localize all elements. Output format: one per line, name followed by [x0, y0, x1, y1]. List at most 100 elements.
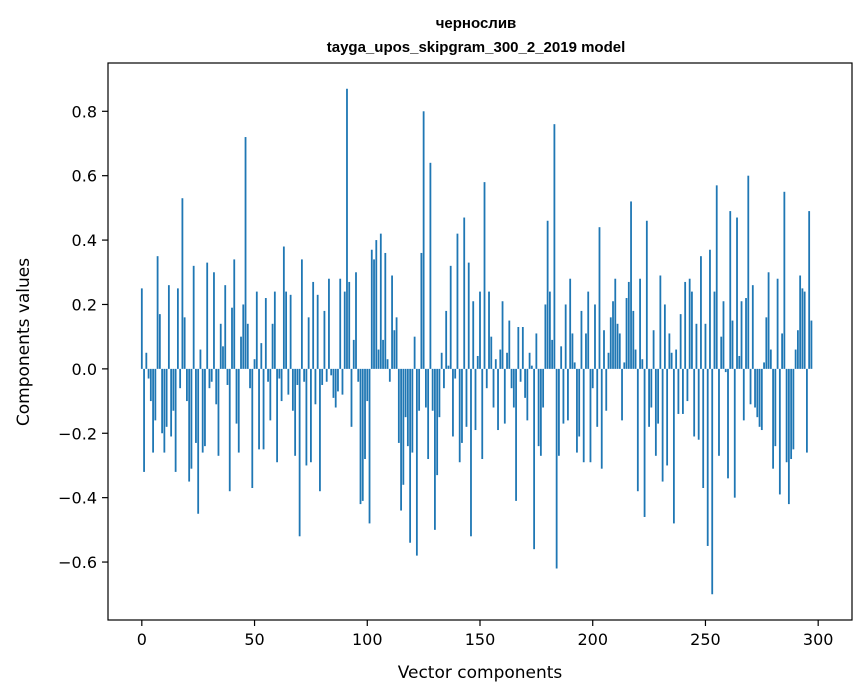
- bar: [422, 111, 425, 369]
- bar: [758, 368, 761, 427]
- bar: [379, 233, 382, 369]
- y-axis-label: Components values: [14, 258, 34, 426]
- x-tick-label: 0: [137, 630, 147, 649]
- bar: [406, 368, 409, 447]
- bar: [652, 330, 655, 369]
- bar: [749, 368, 752, 405]
- bar: [553, 124, 556, 369]
- bar: [294, 368, 297, 456]
- y-tick-label: 0.0: [72, 360, 97, 379]
- bar: [555, 368, 558, 569]
- bar: [287, 368, 290, 395]
- bar: [285, 291, 288, 369]
- bar: [792, 368, 795, 450]
- bar: [183, 317, 186, 369]
- bar: [456, 233, 459, 369]
- bar: [391, 275, 393, 369]
- bar: [691, 291, 693, 369]
- bar: [219, 323, 222, 369]
- bar: [303, 368, 306, 382]
- bar: [603, 330, 605, 369]
- bar: [738, 355, 741, 369]
- bar: [587, 291, 590, 369]
- bar: [515, 368, 517, 501]
- bar: [621, 368, 623, 421]
- bar: [528, 352, 531, 369]
- x-tick-label: 150: [465, 630, 496, 649]
- x-tick-label: 100: [352, 630, 383, 649]
- bar: [244, 137, 247, 369]
- bar: [188, 368, 191, 482]
- bar: [688, 278, 691, 369]
- bar: [217, 368, 220, 456]
- bar: [143, 368, 145, 472]
- bar: [325, 368, 328, 382]
- bar: [810, 320, 813, 369]
- bar: [799, 275, 802, 369]
- bar: [145, 352, 148, 369]
- bar: [657, 368, 660, 424]
- bar: [596, 368, 599, 427]
- bar: [731, 320, 734, 369]
- bar: [172, 368, 175, 411]
- bar: [366, 368, 369, 402]
- bar: [794, 349, 797, 369]
- bar: [533, 368, 536, 550]
- bar: [355, 272, 357, 369]
- bar: [600, 368, 603, 469]
- bar: [659, 275, 662, 369]
- bar: [614, 278, 617, 369]
- bar: [375, 240, 378, 369]
- bar: [548, 291, 551, 369]
- bar: [733, 368, 736, 498]
- bar: [337, 368, 339, 392]
- bar: [578, 368, 581, 437]
- bar: [364, 368, 366, 460]
- bar: [289, 294, 292, 369]
- bar: [679, 314, 682, 369]
- bar: [639, 278, 641, 369]
- bar: [783, 191, 786, 369]
- bar: [154, 368, 157, 421]
- bar: [361, 368, 364, 501]
- bar: [672, 368, 675, 524]
- bar: [158, 314, 161, 369]
- bar: [346, 88, 348, 369]
- bar: [291, 368, 294, 411]
- bar: [742, 368, 745, 421]
- bar: [470, 368, 472, 537]
- bar: [149, 368, 152, 402]
- bar: [476, 355, 479, 369]
- bar: [296, 368, 299, 385]
- bar: [262, 368, 265, 450]
- bar: [695, 323, 698, 369]
- bar: [675, 349, 678, 369]
- bar: [609, 317, 612, 369]
- bar: [508, 320, 511, 369]
- bar: [255, 291, 258, 369]
- bar: [778, 368, 781, 495]
- bar: [332, 368, 335, 398]
- bar: [267, 368, 269, 382]
- bar: [424, 368, 427, 408]
- bar: [314, 368, 317, 405]
- bar: [765, 317, 768, 369]
- bar: [776, 278, 779, 369]
- bar: [226, 368, 229, 385]
- bar: [436, 368, 439, 476]
- bar: [215, 368, 218, 405]
- bar: [663, 304, 666, 369]
- bar: [393, 330, 396, 369]
- bar: [494, 359, 497, 369]
- bar: [781, 333, 784, 369]
- bar: [722, 301, 725, 369]
- bar: [307, 317, 310, 369]
- bar: [409, 368, 412, 543]
- bar: [562, 368, 565, 424]
- bar: [803, 291, 806, 369]
- bar: [580, 310, 583, 369]
- bar: [605, 368, 608, 411]
- bar: [156, 256, 159, 369]
- bar: [352, 339, 355, 369]
- bar: [542, 368, 545, 408]
